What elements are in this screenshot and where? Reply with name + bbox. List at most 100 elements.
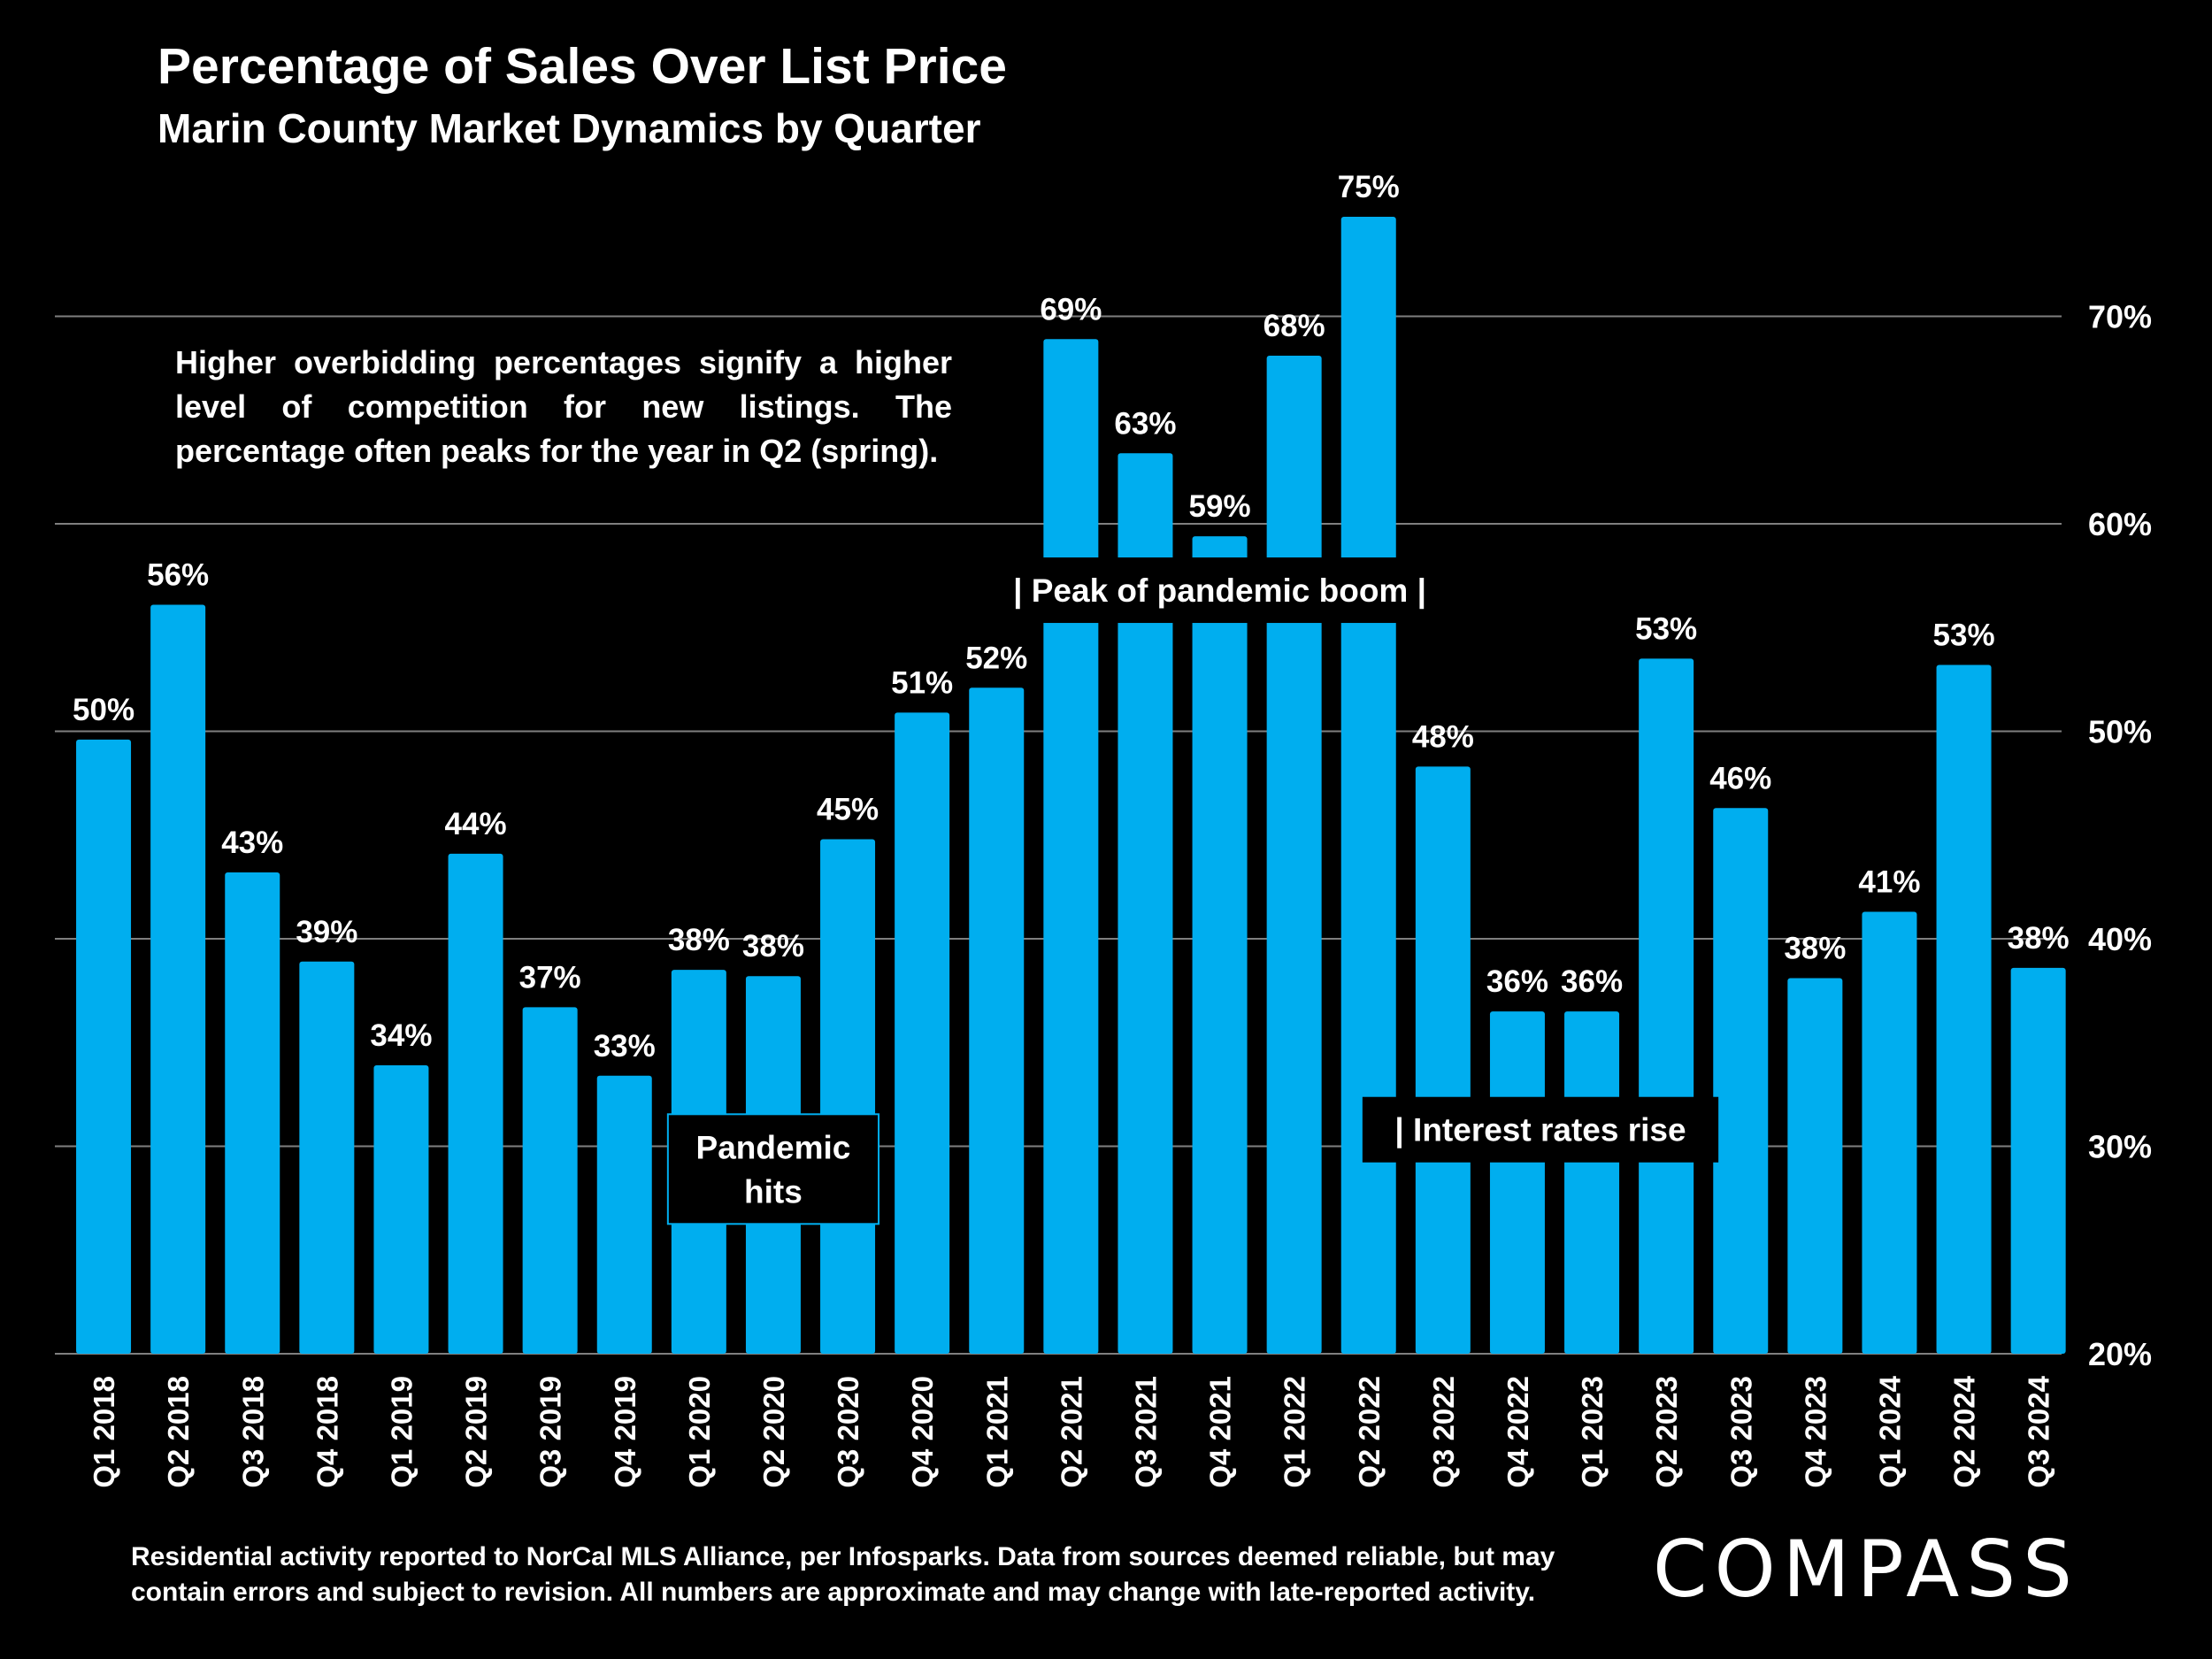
data-label: 33% (594, 1029, 656, 1064)
annotation-text: Pandemic (696, 1129, 851, 1165)
x-tick-label: Q1 2020 (683, 1376, 716, 1488)
x-tick-label: Q3 2022 (1427, 1376, 1460, 1488)
bar (448, 853, 503, 1354)
bar (1862, 911, 1917, 1354)
bars (76, 216, 2066, 1355)
y-tick-label: 20% (2088, 1336, 2152, 1372)
bar (1340, 216, 1396, 1355)
bar (1192, 536, 1248, 1354)
data-label: 44% (445, 807, 507, 841)
data-label: 38% (742, 929, 804, 964)
source-footnote: Residential activity reported to NorCal … (131, 1542, 1555, 1607)
bar (225, 872, 280, 1354)
data-label: 53% (1933, 618, 1995, 652)
x-tick-label: Q3 2018 (236, 1376, 269, 1488)
data-label: 48% (1412, 719, 1474, 754)
annotations: | Peak of pandemic boom | Pandemic hits | I… (666, 557, 1719, 1225)
annotation-box (1362, 1096, 1719, 1163)
annotation-text: | Peak of pandemic boom | (1013, 572, 1426, 610)
compass-logo: COMPASS (1653, 1524, 2079, 1615)
data-label: 51% (891, 665, 953, 700)
y-tick-label: 60% (2088, 506, 2152, 542)
data-labels: 50% 56% 43% 39% 34% 44% 37% 33% 38% 38% 45% 51% 52% 6… (73, 170, 2070, 1064)
x-tick-label: Q2 2024 (1948, 1375, 1981, 1487)
data-label: 56% (147, 557, 209, 592)
data-label: 37% (519, 960, 581, 995)
bar (1266, 356, 1322, 1355)
y-tick-label: 30% (2088, 1129, 2152, 1165)
bar (1639, 658, 1694, 1354)
chart-note: Higher overbidding percentages signify a… (175, 344, 952, 469)
x-tick-label: Q4 2023 (1799, 1376, 1832, 1488)
data-label: 46% (1709, 761, 1771, 795)
data-label: 38% (2008, 921, 2070, 956)
annotation-box (1033, 557, 1407, 624)
x-tick-label: Q4 2020 (906, 1376, 939, 1488)
x-tick-label: Q1 2022 (1279, 1376, 1311, 1488)
bar (1713, 808, 1769, 1354)
bar (1936, 664, 1992, 1354)
x-tick-label: Q3 2019 (534, 1376, 567, 1488)
x-tick-label: Q1 2018 (88, 1376, 120, 1488)
chart-title: Percentage of Sales Over List Price (157, 38, 1007, 95)
annotation-box (666, 1113, 880, 1225)
y-tick-label: 50% (2088, 714, 2152, 750)
data-label: 53% (1635, 611, 1697, 646)
bar (522, 1007, 578, 1354)
x-tick-label: Q3 2020 (832, 1376, 864, 1488)
x-tick-label: Q2 2019 (460, 1376, 493, 1488)
bar (895, 712, 950, 1354)
y-tick-label: 40% (2088, 921, 2152, 957)
x-tick-label: Q4 2019 (609, 1376, 641, 1488)
bar (1043, 339, 1099, 1354)
bar (2010, 967, 2066, 1354)
data-label: 63% (1114, 406, 1176, 441)
annotation-text: hits (744, 1173, 803, 1210)
data-label: 69% (1040, 292, 1102, 326)
data-label: 52% (965, 641, 1027, 675)
x-tick-label: Q2 2021 (1055, 1376, 1087, 1488)
x-tick-label: Q3 2023 (1724, 1376, 1757, 1488)
x-tick-label: Q2 2023 (1650, 1376, 1683, 1488)
bar (1118, 453, 1173, 1354)
bar (596, 1075, 652, 1354)
data-label: 41% (1858, 865, 1920, 900)
data-label: 68% (1263, 309, 1325, 343)
data-label: 36% (1486, 964, 1548, 999)
y-axis-tick-labels: 20% 30% 40% 50% 60% 70% (2088, 299, 2152, 1373)
data-label: 45% (817, 792, 879, 826)
x-tick-label: Q2 2018 (162, 1376, 195, 1488)
data-label: 59% (1189, 489, 1251, 524)
x-axis-tick-labels: Q1 2018 Q2 2018 Q3 2018 Q4 2018 Q1 2019 Q2 20… (88, 1375, 2055, 1487)
x-tick-label: Q2 2022 (1353, 1376, 1386, 1488)
data-label: 36% (1561, 964, 1623, 999)
x-tick-label: Q4 2021 (1204, 1376, 1237, 1488)
data-label: 38% (668, 923, 730, 957)
x-tick-label: Q1 2019 (385, 1376, 418, 1488)
x-tick-label: Q2 2020 (757, 1376, 790, 1488)
x-tick-label: Q4 2022 (1502, 1376, 1534, 1488)
x-tick-label: Q1 2024 (1873, 1375, 1906, 1487)
x-tick-label: Q4 2018 (311, 1376, 343, 1488)
bar (1787, 978, 1843, 1354)
x-tick-label: Q3 2021 (1129, 1376, 1162, 1488)
bar (1489, 1011, 1545, 1354)
data-label: 34% (370, 1018, 432, 1053)
data-label: 38% (1784, 932, 1846, 966)
x-tick-label: Q3 2024 (2023, 1375, 2055, 1487)
bar (150, 604, 206, 1354)
bar (969, 687, 1025, 1354)
bar (76, 739, 132, 1354)
data-label: 39% (296, 915, 357, 949)
data-label: 43% (221, 826, 283, 860)
bar (820, 839, 876, 1354)
x-tick-label: Q1 2023 (1576, 1376, 1609, 1488)
annotation-text: | Interest rates rise (1394, 1112, 1686, 1149)
y-tick-label: 70% (2088, 299, 2152, 335)
bar (1415, 766, 1471, 1354)
bar (1564, 1011, 1620, 1354)
x-tick-label: Q1 2021 (980, 1376, 1013, 1488)
data-label: 50% (73, 693, 134, 727)
bar (299, 961, 355, 1354)
